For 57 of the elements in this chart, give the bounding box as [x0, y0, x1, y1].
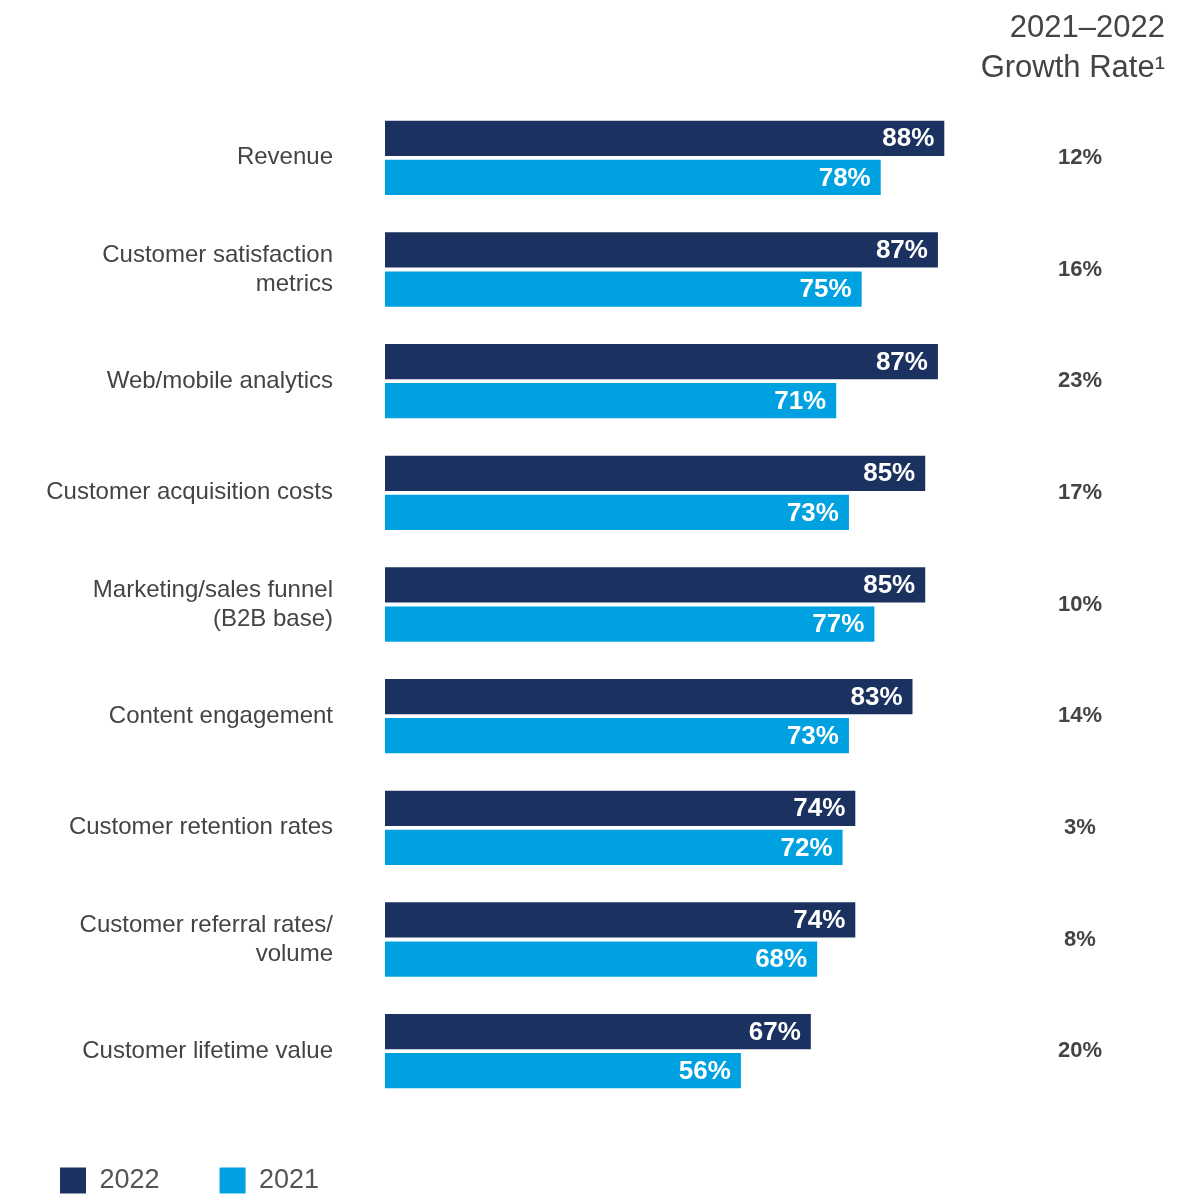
bar — [385, 344, 938, 380]
data-label: 77% — [812, 608, 865, 639]
bar — [385, 271, 862, 307]
bar — [385, 232, 938, 268]
data-label: 67% — [748, 1015, 801, 1046]
text: 3% — [1064, 813, 1096, 839]
legend-label: 2021 — [259, 1163, 320, 1194]
bar — [385, 941, 818, 977]
data-label: 56% — [678, 1054, 731, 1085]
bar — [385, 455, 926, 491]
bar — [385, 790, 856, 826]
data-label: 87% — [875, 345, 928, 376]
y-tick-label: Revenue — [236, 142, 333, 170]
y-tick-label: Customer referral rates/ volume — [79, 909, 334, 966]
bar — [385, 679, 913, 715]
y-tick-label: Marketing/sales funnel (B2B base) — [92, 574, 333, 631]
data-label: 88% — [882, 122, 935, 153]
data-label: 87% — [875, 234, 928, 265]
y-tick-label: Customer lifetime value — [82, 1035, 333, 1063]
bar — [385, 1014, 811, 1050]
text: 10% — [1057, 590, 1103, 616]
text: 14% — [1057, 702, 1103, 728]
y-tick-label: Customer retention rates — [68, 812, 333, 840]
bar — [385, 494, 849, 530]
data-label: 68% — [755, 943, 808, 974]
data-label: 72% — [780, 831, 833, 862]
data-label: 78% — [818, 161, 871, 192]
bar — [385, 567, 926, 603]
y-tick-label: Web/mobile analytics — [106, 365, 333, 393]
text: 16% — [1057, 255, 1103, 281]
bar — [385, 159, 881, 195]
bar — [385, 718, 849, 754]
data-label: 85% — [863, 457, 916, 488]
bar — [385, 829, 843, 865]
data-label: 71% — [774, 384, 827, 415]
data-label: 73% — [786, 496, 839, 527]
y-tick-label: Content engagement — [108, 700, 334, 728]
y-tick-label: Customer acquisition costs — [46, 477, 333, 505]
bar — [385, 120, 945, 156]
y-tick-label: Customer satisfaction metrics — [102, 239, 333, 296]
text: 8% — [1064, 925, 1096, 951]
data-label: 73% — [786, 719, 839, 750]
bar — [385, 383, 837, 419]
bar — [385, 1053, 741, 1089]
data-label: 74% — [793, 792, 846, 823]
text: 20% — [1057, 1037, 1103, 1063]
bar — [385, 606, 875, 642]
text: 12% — [1057, 143, 1103, 169]
legend-label: 2022 — [99, 1163, 160, 1194]
data-label: 74% — [793, 904, 846, 935]
text: 23% — [1057, 367, 1103, 393]
data-label: 83% — [850, 680, 903, 711]
data-label: 85% — [863, 569, 916, 600]
text: 17% — [1057, 478, 1103, 504]
data-label: 75% — [799, 273, 852, 304]
text: 2021–2022 Growth Rate¹ — [980, 8, 1165, 84]
bar — [385, 902, 856, 938]
